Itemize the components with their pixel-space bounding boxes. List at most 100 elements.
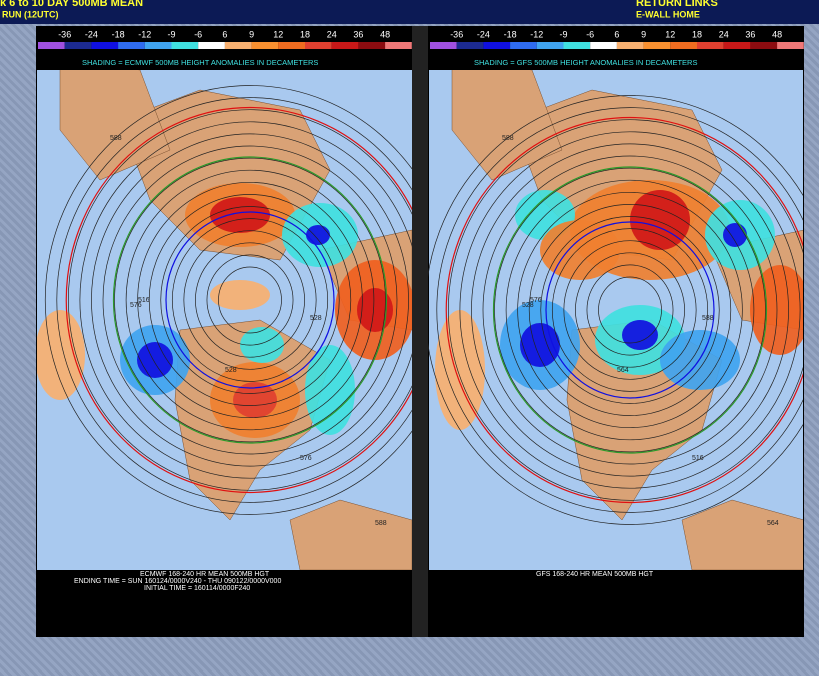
legend-swatch [358, 42, 386, 49]
legend-swatch [91, 42, 119, 49]
panel: -36 -24 -18 -12 -9 -6 6 9 12 18 24 36 48 SHADING = EC… [36, 26, 412, 637]
contour [563, 240, 697, 380]
contour-label: 576 [130, 302, 142, 309]
contour-label: 576 [530, 297, 542, 304]
contour [448, 119, 803, 501]
legend-swatch [697, 42, 724, 49]
contour-highlight [445, 116, 803, 504]
legend-swatch [251, 42, 279, 49]
anomaly [210, 197, 270, 233]
legend-swatch [278, 42, 305, 49]
contour [44, 85, 412, 515]
legend-label: -6 [194, 29, 202, 39]
contour [79, 121, 412, 479]
land [59, 70, 171, 181]
anomaly [37, 310, 85, 400]
legend-label: -9 [167, 29, 175, 39]
legend-swatch [563, 42, 591, 49]
legend-label: -12 [138, 29, 151, 39]
legend-swatch [224, 42, 252, 49]
land [681, 499, 803, 570]
land [451, 70, 563, 181]
legend-swatch [144, 42, 172, 49]
anomaly [240, 327, 284, 363]
map: 588 528 564 576 516 588 564 [428, 70, 803, 570]
anomaly [520, 323, 560, 367]
legend-swatch [616, 42, 644, 49]
legend-swatch [331, 42, 359, 49]
divider [412, 26, 428, 637]
anomaly [305, 345, 355, 435]
anomaly [750, 265, 803, 355]
footer-line: INITIAL TIME = 160114/0000F240 [144, 585, 250, 592]
anomaly [622, 320, 658, 350]
contour [505, 179, 755, 441]
contour [494, 167, 766, 453]
legend-swatch [723, 42, 751, 49]
contour [428, 95, 803, 525]
footer-line: ENDING TIME = SUN 160124/0000V240 - THU … [74, 578, 281, 585]
contour [598, 276, 662, 344]
contour-highlight [65, 106, 412, 494]
legend-swatch [590, 42, 617, 49]
legend-label: 18 [692, 29, 702, 39]
contour [482, 155, 778, 465]
footer-line: GFS 168-240 HR MEAN 500MB HGT [536, 571, 654, 578]
anomaly [660, 330, 740, 390]
links-title: RETURN LINKS [636, 0, 718, 9]
contour [56, 97, 412, 503]
legend-label: 36 [745, 29, 755, 39]
contour-label: 588 [702, 315, 714, 322]
legend-label: 36 [353, 29, 363, 39]
anomaly [210, 280, 270, 310]
contour [218, 266, 282, 334]
caption: SHADING = GFS 500MB HEIGHT ANOMALIES IN … [474, 58, 697, 67]
anomaly [306, 225, 330, 245]
legend-swatch [643, 42, 671, 49]
contour [195, 242, 305, 358]
legend-label: -9 [559, 29, 567, 39]
anomaly [137, 342, 173, 378]
anomaly [723, 223, 747, 247]
legend-label: 18 [300, 29, 310, 39]
anomaly [233, 382, 277, 418]
legend-label: -6 [586, 29, 594, 39]
legend-label: 12 [273, 29, 283, 39]
legend-label: -12 [530, 29, 543, 39]
legend-swatch [777, 42, 804, 49]
contour [91, 133, 409, 467]
contour-label: 528 [522, 302, 534, 309]
legend-swatch [64, 42, 92, 49]
panel: -36 -24 -18 -12 -9 -6 6 9 12 18 24 36 48 SHADING = GF… [428, 26, 804, 637]
contour [137, 181, 363, 419]
contour [459, 131, 801, 489]
contour [436, 107, 803, 513]
legend-label: 24 [327, 29, 337, 39]
contour-label: 564 [617, 367, 629, 374]
legend-swatch [38, 42, 65, 49]
contour [551, 228, 709, 392]
panels: -36 -24 -18 -12 -9 -6 6 9 12 18 24 36 48 SHADING = EC… [36, 26, 804, 637]
contour-label: 588 [110, 135, 122, 142]
legend-swatch [456, 42, 484, 49]
caption: SHADING = ECMWF 500MB HEIGHT ANOMALIES I… [82, 58, 318, 67]
contour [471, 143, 789, 477]
legend-swatch [483, 42, 511, 49]
contour [206, 254, 294, 346]
legend-swatch [198, 42, 225, 49]
home-link[interactable]: E-WALL HOME [636, 9, 700, 19]
legend-swatch [171, 42, 199, 49]
header-title: k 6 to 10 DAY 500MB MEAN [0, 0, 143, 9]
contour [171, 218, 329, 382]
contour-label: 528 [225, 367, 237, 374]
contour-label: 528 [310, 315, 322, 322]
legend-label: -24 [477, 29, 490, 39]
legend-label: -36 [58, 29, 71, 39]
contour [125, 169, 375, 431]
legend-swatch [510, 42, 537, 49]
legend-label: 48 [380, 29, 390, 39]
contour-label: 588 [375, 520, 387, 527]
legend-swatch [385, 42, 412, 49]
legend-label: 9 [249, 29, 254, 39]
contour [528, 204, 732, 416]
